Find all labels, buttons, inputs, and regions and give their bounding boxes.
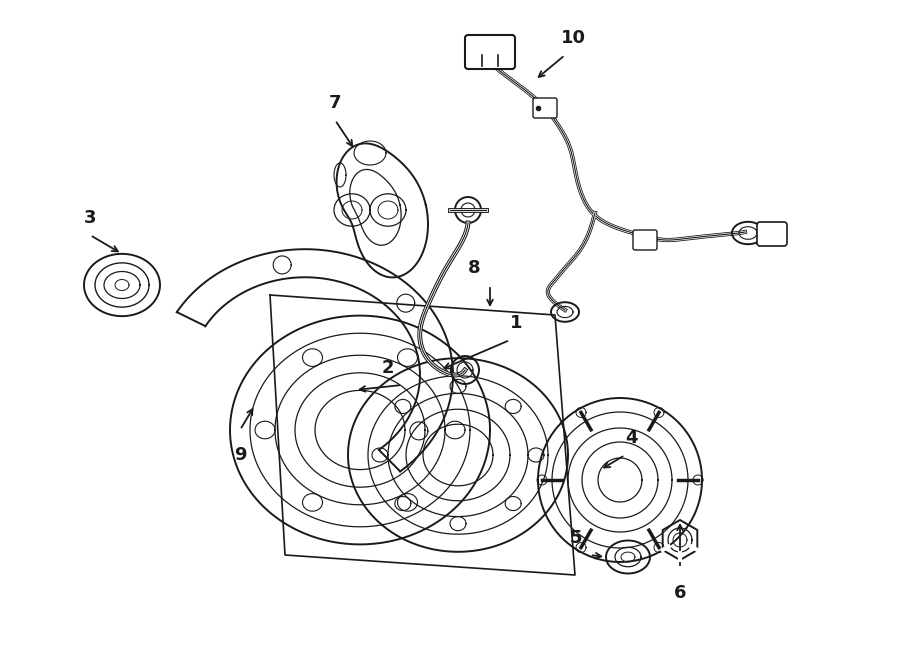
Text: 3: 3 <box>84 209 96 227</box>
Text: 1: 1 <box>509 314 522 332</box>
Text: 10: 10 <box>561 29 586 47</box>
Text: 8: 8 <box>468 259 481 277</box>
Text: 6: 6 <box>674 584 686 602</box>
Text: 5: 5 <box>570 529 582 547</box>
Text: 9: 9 <box>234 446 247 464</box>
Text: 4: 4 <box>625 429 637 447</box>
FancyBboxPatch shape <box>533 98 557 118</box>
Text: 7: 7 <box>328 94 341 112</box>
FancyBboxPatch shape <box>633 230 657 250</box>
FancyBboxPatch shape <box>465 35 515 69</box>
FancyBboxPatch shape <box>757 222 787 246</box>
Text: 2: 2 <box>382 359 394 377</box>
